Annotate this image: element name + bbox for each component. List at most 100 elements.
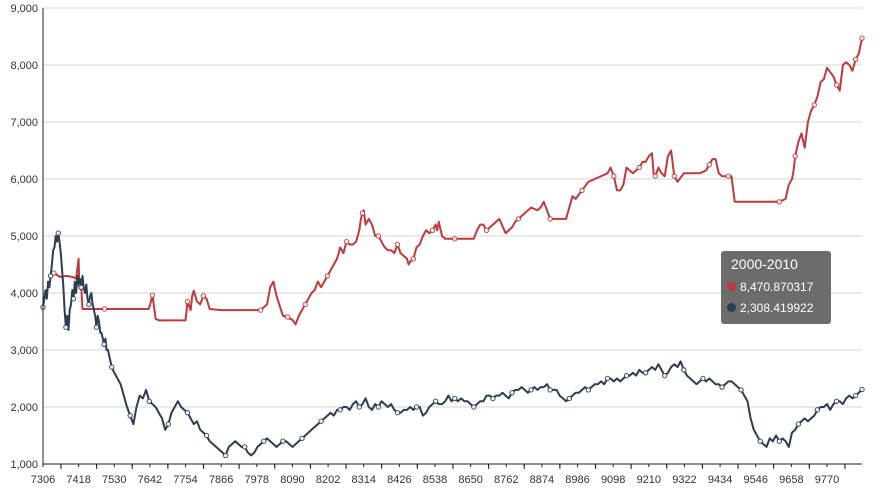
x-tick-label: 7418: [66, 474, 90, 486]
tooltip-value-series-1: 8,470.870317: [740, 279, 814, 294]
x-tick-label: 8538: [423, 474, 447, 486]
x-tick-label: 8426: [387, 474, 411, 486]
x-tick-label: 9658: [779, 474, 803, 486]
y-tick-label: 7,000: [10, 117, 38, 129]
series-2-point: [471, 404, 477, 410]
series-1-point: [579, 187, 585, 194]
series-2-point: [757, 438, 763, 444]
x-tick-label: 7530: [102, 474, 126, 486]
series-1-point: [149, 292, 156, 298]
series-2-point: [101, 341, 107, 347]
series-2-point: [318, 418, 324, 424]
series-1-point: [776, 199, 782, 205]
series-1-point: [359, 210, 366, 216]
series-2-point: [337, 407, 343, 413]
x-tick-label: 8314: [351, 474, 375, 486]
series-2-point: [146, 398, 152, 404]
series-1-point: [671, 173, 677, 179]
series-2-point: [719, 384, 725, 390]
series-2-point: [261, 438, 267, 444]
y-tick-label: 4,000: [10, 288, 38, 300]
series-2-point: [413, 404, 420, 410]
series-2-point: [776, 438, 782, 444]
series-2-point: [852, 392, 859, 399]
series-2-point: [356, 404, 362, 410]
x-tick-label: 8986: [565, 474, 589, 486]
series-2-point: [432, 398, 439, 404]
x-tick-label: 8090: [280, 474, 304, 486]
x-tick-label: 9546: [743, 474, 767, 486]
series-1-point: [102, 306, 108, 312]
series-2-point: [585, 387, 592, 393]
tooltip-value-series-2: 2,308.419922: [740, 300, 814, 315]
series-2-point: [452, 395, 458, 402]
series-1-point: [284, 314, 291, 320]
series-1-point: [324, 273, 331, 279]
y-tick-label: 6,000: [10, 174, 38, 186]
x-tick-label: 9098: [601, 474, 625, 486]
x-tick-label: 8202: [316, 474, 340, 486]
series-2-point: [681, 367, 687, 373]
series-1-point: [302, 301, 308, 308]
series-1-point: [200, 293, 207, 299]
series-2-point: [859, 386, 865, 393]
tooltip: 2000-2010 8,470.870317 2,308.419922: [721, 251, 831, 324]
series-2-point: [700, 375, 706, 382]
series-1-point: [375, 233, 382, 239]
series-2-point: [738, 387, 744, 393]
series-2-point: [55, 230, 61, 236]
series-1-point: [833, 82, 840, 88]
series-2-point: [662, 372, 668, 379]
series-2-point: [63, 324, 69, 330]
x-tick-label: 7978: [245, 474, 269, 486]
series-2-point: [833, 398, 840, 404]
series-2-point: [280, 438, 286, 444]
series-1-point: [547, 216, 553, 222]
x-tick-label: 7306: [31, 474, 55, 486]
series-1-point: [725, 173, 732, 179]
x-tick-label: 8650: [458, 474, 482, 486]
series-2-point: [509, 390, 515, 396]
series-1-point: [410, 256, 417, 262]
series-2-point: [814, 407, 821, 413]
series-1-point: [452, 236, 458, 242]
series-1-point: [652, 173, 658, 179]
series-1-point: [483, 227, 490, 234]
series-1-point: [706, 162, 712, 168]
y-tick-label: 3,000: [10, 345, 38, 357]
series-2-point: [165, 421, 172, 427]
series-2-point: [623, 372, 630, 379]
series-2-point: [375, 404, 382, 410]
series-2-point: [528, 387, 534, 393]
series-2-dot-icon: [727, 303, 736, 312]
y-tick-label: 9,000: [10, 3, 38, 15]
series-2-point: [299, 435, 305, 442]
series-1-point: [636, 164, 642, 171]
series-2-point: [642, 370, 649, 376]
x-tick-label: 9434: [708, 474, 732, 486]
series-1-point: [394, 241, 401, 248]
series-2-point: [184, 410, 191, 416]
x-tick-label: 9770: [815, 474, 839, 486]
series-1-point: [611, 173, 617, 179]
x-axis-ticks: 7306 7418 7530 7642 7754 7866 7978 8090 8202 8314…: [31, 464, 846, 486]
series-2-point: [47, 273, 54, 279]
grid-lines: [43, 7, 862, 465]
series-1-point: [852, 56, 859, 62]
x-tick-label: 7754: [173, 474, 197, 486]
x-tick-label: 9210: [637, 474, 661, 486]
y-tick-label: 2,000: [10, 402, 38, 414]
series-2-point: [127, 412, 133, 419]
tooltip-title: 2000-2010: [731, 256, 798, 272]
series-2-point: [93, 324, 100, 330]
series-2-point: [86, 301, 92, 308]
x-tick-label: 8874: [530, 474, 554, 486]
series-2-point: [222, 452, 229, 459]
x-tick-label: 7642: [138, 474, 162, 486]
series-2-point: [70, 296, 77, 302]
y-tick-label: 8,000: [10, 60, 38, 72]
tooltip-row-series-2: 2,308.419922: [727, 297, 825, 318]
x-tick-label: 7866: [209, 474, 233, 486]
series-1-point: [792, 153, 798, 159]
